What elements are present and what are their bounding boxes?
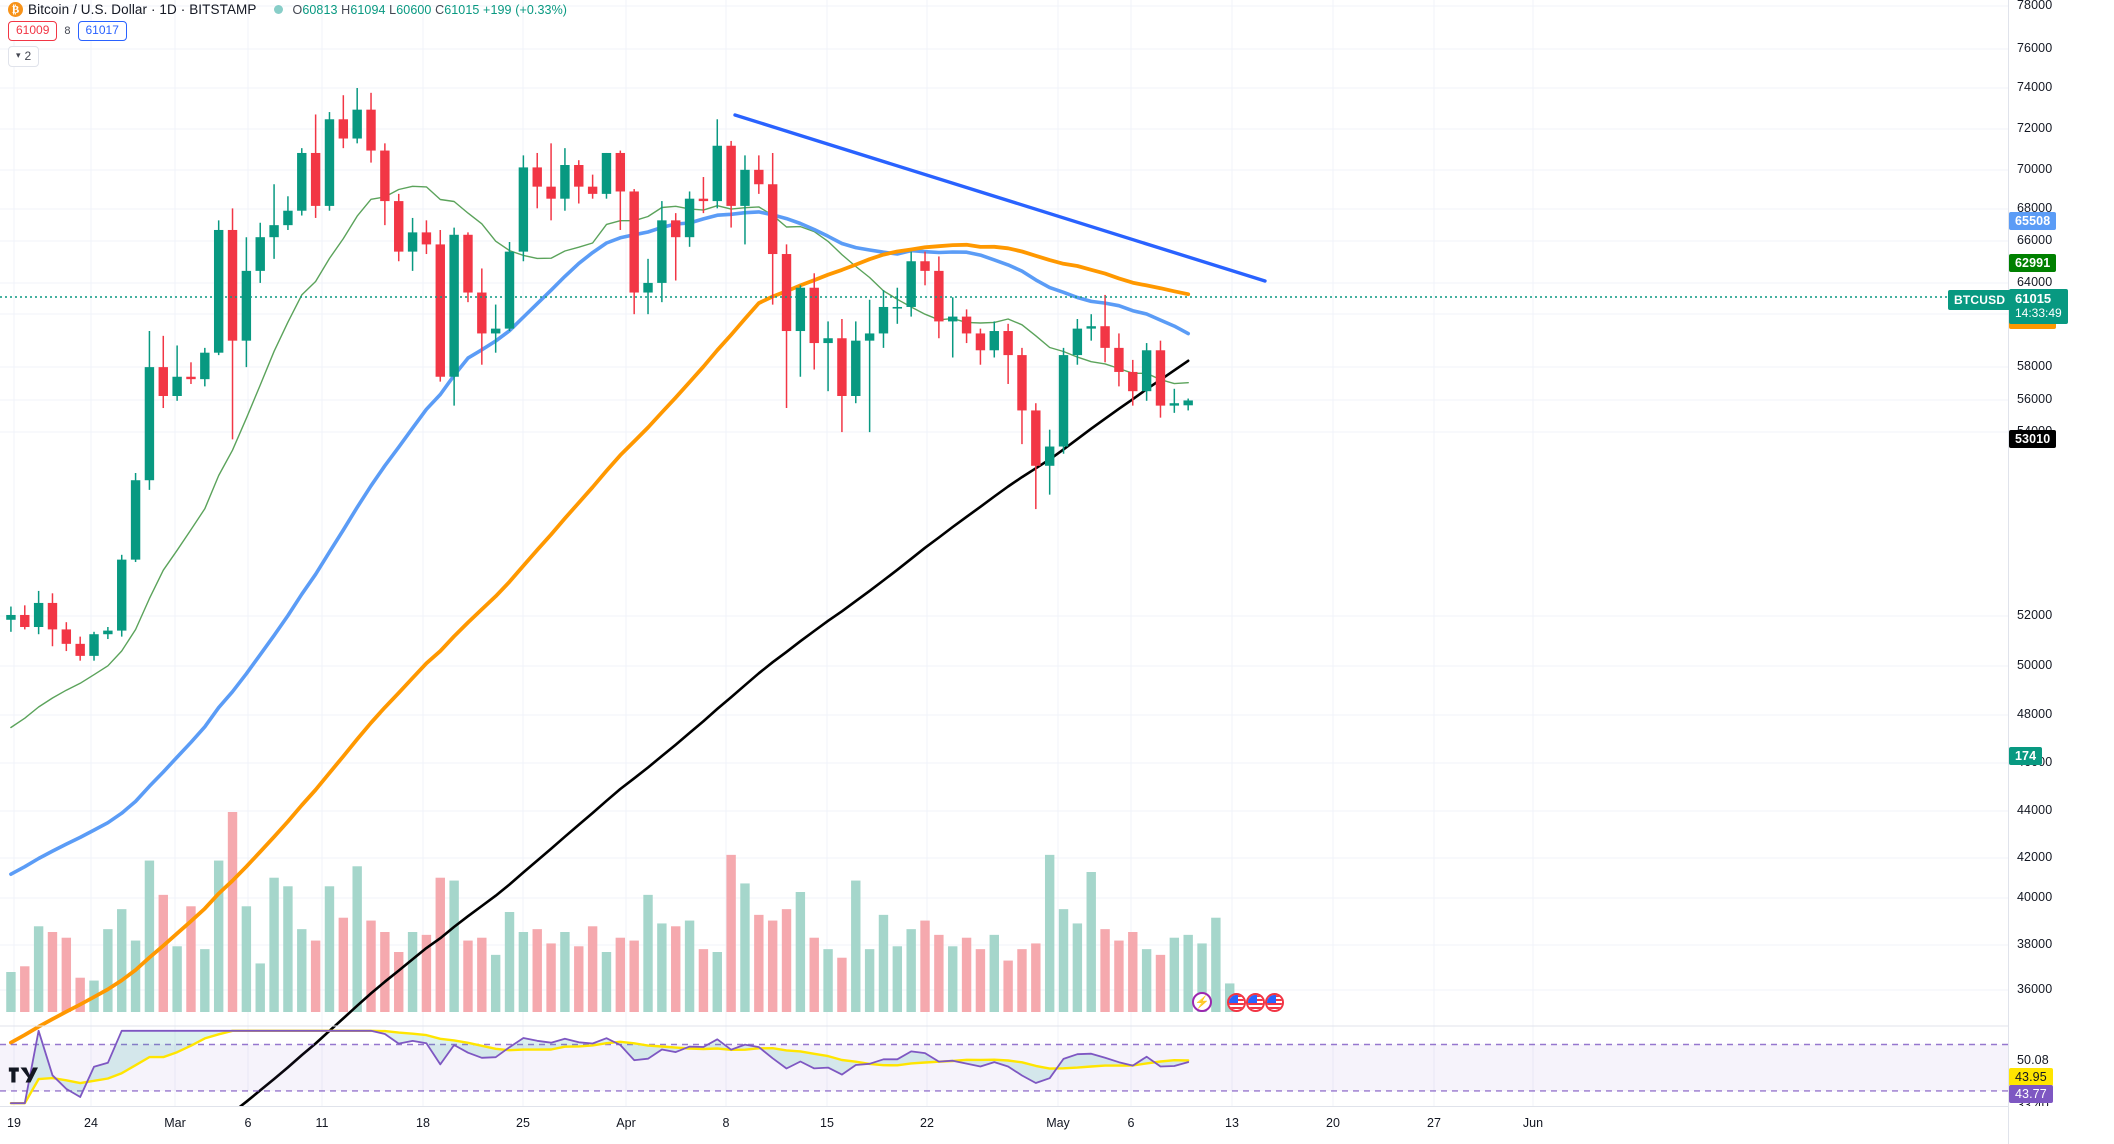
time-axis[interactable]: 19 24 Mar 6 11 18 25 Apr 8 15 22 May 6 13 20 27 Jun xyxy=(0,1106,2114,1144)
us-flag-event-icon[interactable] xyxy=(1246,993,1266,1012)
market-status-dot xyxy=(273,5,283,14)
price-badge: 43.95 xyxy=(2009,1068,2053,1086)
time-tick: 24 xyxy=(84,1116,98,1130)
price-badge: 174 xyxy=(2009,747,2043,765)
chevron-down-icon: ▾ xyxy=(16,50,21,60)
lower-band-pill[interactable]: 61009 xyxy=(8,21,58,41)
indicator-tick: 50.08 xyxy=(2017,1053,2049,1067)
ohlc-values: O60813 H61094 L60600 C61015 +199 (+0.33%… xyxy=(293,3,568,17)
price-tick: 76000 xyxy=(2017,41,2053,55)
price-tick: 74000 xyxy=(2017,80,2053,94)
legend-collapse-row: ▾ 2 xyxy=(8,45,567,67)
moving-average-lines xyxy=(9,185,1191,1106)
low-label: L xyxy=(389,2,397,17)
time-tick: 18 xyxy=(416,1116,430,1130)
chart-canvas xyxy=(0,0,2008,1106)
price-tick: 40000 xyxy=(2017,890,2053,904)
change-percent: (+0.33%) xyxy=(515,2,568,17)
legend-symbol-row[interactable]: ₿ Bitcoin / U.S. Dollar · 1D · BITSTAMP … xyxy=(8,0,567,18)
time-tick: 19 xyxy=(7,1116,21,1130)
price-tick: 38000 xyxy=(2017,937,2053,951)
candlestick-series xyxy=(6,88,1193,661)
time-tick: 11 xyxy=(315,1116,329,1130)
grid-lines xyxy=(0,0,2008,1106)
time-tick: 8 xyxy=(722,1116,730,1130)
axis-corner xyxy=(2008,1106,2114,1144)
price-badge: 43.77 xyxy=(2009,1085,2053,1103)
price-tick: 56000 xyxy=(2017,392,2053,406)
volume-bars xyxy=(6,812,1235,1012)
change-value: +199 xyxy=(483,2,512,17)
time-tick: 25 xyxy=(516,1116,530,1130)
time-tick: 27 xyxy=(1427,1116,1441,1130)
price-tick: 50000 xyxy=(2017,658,2053,672)
price-badge: 65508 xyxy=(2009,212,2057,230)
price-badge: 62991 xyxy=(2009,254,2057,272)
price-tick: 52000 xyxy=(2017,608,2053,622)
open-label: O xyxy=(292,2,303,17)
collapsed-count: 2 xyxy=(24,48,32,63)
open-value: 60813 xyxy=(302,2,338,17)
time-tick: Apr xyxy=(616,1116,636,1130)
price-tick: 66000 xyxy=(2017,233,2053,247)
price-tick: 48000 xyxy=(2017,707,2053,721)
time-tick: Jun xyxy=(1522,1116,1544,1130)
time-tick: 6 xyxy=(1127,1116,1135,1130)
chart-plot-area[interactable] xyxy=(0,0,2008,1106)
bitcoin-icon: ₿ xyxy=(8,2,23,17)
time-tick: May xyxy=(1046,1116,1070,1130)
indicator-period: 8 xyxy=(64,25,71,37)
price-tick: 70000 xyxy=(2017,162,2053,176)
close-value: 61015 xyxy=(444,2,480,17)
price-axis[interactable]: 78000 76000 74000 72000 70000 68000 66000 64000… xyxy=(2008,0,2114,1112)
rsi-subchart xyxy=(0,1025,2008,1105)
price-tick: 64000 xyxy=(2017,275,2053,289)
legend-indicator-row: 61009 8 61017 xyxy=(8,20,567,42)
collapsed-indicators-chip[interactable]: ▾ 2 xyxy=(8,45,40,67)
lightning-bolt-icon[interactable]: ⚡ xyxy=(1192,992,1213,1012)
price-tick: 44000 xyxy=(2017,803,2053,817)
us-flag-event-icon[interactable] xyxy=(1265,993,1285,1012)
low-value: 60600 xyxy=(396,2,432,17)
time-tick: 15 xyxy=(820,1116,834,1130)
time-tick: 20 xyxy=(1326,1116,1340,1130)
price-badge: 53010 xyxy=(2009,430,2057,448)
price-tick: 78000 xyxy=(2017,0,2053,12)
upper-band-pill[interactable]: 61017 xyxy=(77,21,127,41)
trendline xyxy=(733,113,1267,283)
time-tick: 6 xyxy=(244,1116,252,1130)
price-tick: 68000 xyxy=(2017,201,2053,215)
current-price-badge: 61015 14:33:49 xyxy=(2009,289,2068,324)
time-tick: 13 xyxy=(1225,1116,1239,1130)
tradingview-logo xyxy=(8,1067,38,1083)
time-tick: Mar xyxy=(164,1116,186,1130)
high-label: H xyxy=(341,2,351,17)
close-label: C xyxy=(435,2,445,17)
btcusd-price-tag: BTCUSD xyxy=(1948,290,2012,310)
price-tick: 72000 xyxy=(2017,121,2053,135)
symbol-title[interactable]: Bitcoin / U.S. Dollar · 1D · BITSTAMP xyxy=(28,2,257,17)
high-value: 61094 xyxy=(350,2,386,17)
price-tick: 36000 xyxy=(2017,982,2053,996)
price-tick: 58000 xyxy=(2017,359,2053,373)
current-bar-countdown: 14:33:49 xyxy=(2015,306,2062,320)
time-tick: 22 xyxy=(920,1116,934,1130)
price-tick: 42000 xyxy=(2017,850,2053,864)
current-price-value: 61015 xyxy=(2015,291,2052,306)
chart-legend: ₿ Bitcoin / U.S. Dollar · 1D · BITSTAMP … xyxy=(8,0,567,67)
us-flag-event-icon[interactable] xyxy=(1227,993,1247,1012)
